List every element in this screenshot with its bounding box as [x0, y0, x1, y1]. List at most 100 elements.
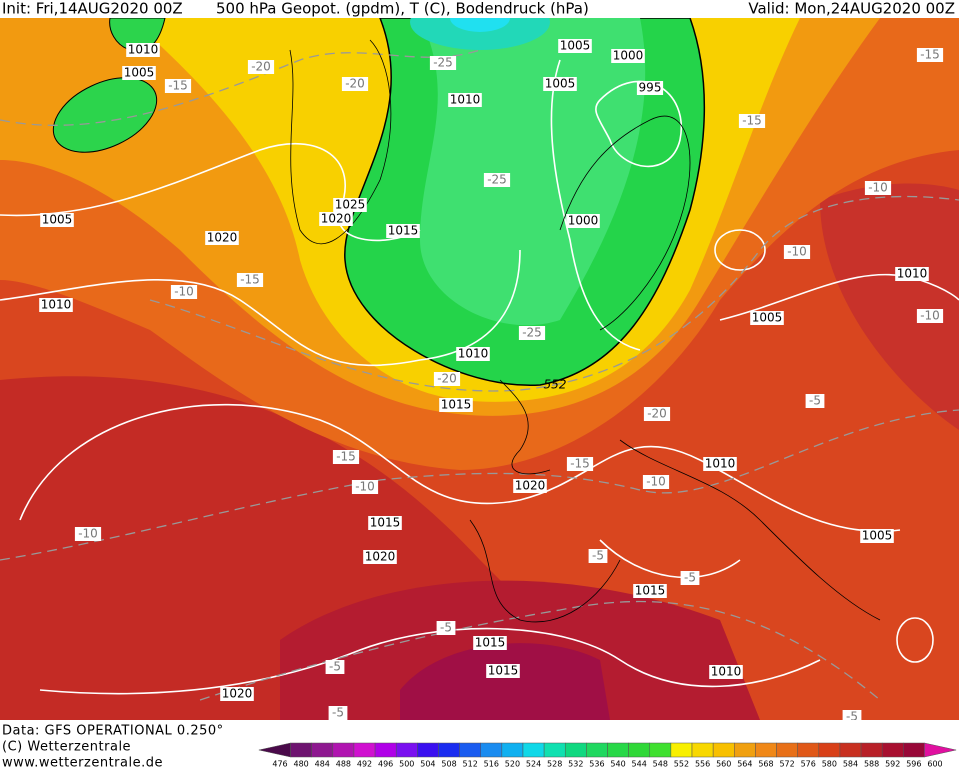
- temperature-label: -25: [433, 56, 453, 70]
- temperature-label: -25: [487, 173, 507, 187]
- pressure-label: 1015: [475, 636, 506, 650]
- temperature-label-box: [783, 245, 811, 259]
- colorbar-label: 588: [864, 760, 879, 769]
- colorbar-label: 524: [526, 760, 541, 769]
- colorbar-swatch: [586, 742, 608, 758]
- colorbar-label: 488: [336, 760, 351, 769]
- colorbar-label: 516: [484, 760, 499, 769]
- temperature-label: -10: [174, 285, 194, 299]
- pressure-label: 1000: [613, 49, 644, 63]
- colorbar-label: 544: [632, 760, 647, 769]
- pressure-label-box: [611, 49, 645, 63]
- coastline: [499, 379, 551, 475]
- shade-green-nw: [52, 77, 158, 153]
- temperature-label-box: [328, 706, 348, 720]
- pressure-label: 1010: [897, 267, 928, 281]
- pressure-label-box: [895, 267, 929, 281]
- pressure-label-box: [386, 224, 420, 238]
- temperature-label: -5: [329, 660, 341, 674]
- temperature-label-box: [518, 326, 546, 340]
- temperature-label: -20: [251, 60, 271, 74]
- pressure-label-box: [40, 213, 74, 227]
- isotherm: [199, 600, 881, 701]
- temperature-label-box: [170, 285, 198, 299]
- temperature-label: -5: [684, 571, 696, 585]
- colorbar-swatch: [649, 742, 672, 758]
- temperature-label-box: [916, 309, 944, 323]
- pressure-label-box: [448, 93, 482, 107]
- isobar: [599, 539, 741, 579]
- temperature-label: -10: [355, 480, 375, 494]
- colorbar-label: 592: [885, 760, 900, 769]
- colorbar: 476 480 484 488 492 496 500 504 508 512 516 520 524 5…: [258, 742, 957, 769]
- shading: [0, 0, 959, 720]
- colorbar-label: 476: [272, 760, 287, 769]
- website: www.wetterzentrale.de: [2, 756, 163, 770]
- pressure-label-box: [126, 43, 160, 57]
- colorbar-label: 556: [695, 760, 710, 769]
- coastline: [289, 39, 392, 245]
- pressure-label-box: [543, 77, 577, 91]
- coastline: [469, 519, 621, 623]
- colorbar-swatch: [395, 742, 418, 758]
- pressure-label: 1020: [365, 550, 396, 564]
- pressure-label: 1015: [635, 584, 666, 598]
- colorbar-swatch: [332, 742, 355, 758]
- temperature-label: -20: [647, 407, 667, 421]
- temperature-label: -15: [920, 48, 940, 62]
- temperature-label: -5: [440, 621, 452, 635]
- colorbar-swatch: [903, 742, 925, 758]
- colorbar-swatch: [755, 742, 777, 758]
- pressure-label-box: [439, 398, 473, 412]
- pressure-label-box: [122, 66, 156, 80]
- temperature-label: -15: [742, 114, 762, 128]
- isobar: [550, 59, 641, 351]
- temperature-label-box: [805, 394, 825, 408]
- isotherm: [0, 49, 481, 126]
- temperature-label-box: [642, 475, 670, 489]
- header-band: [0, 0, 959, 18]
- pressure-label: 1010: [128, 43, 159, 57]
- colorbar-label: 492: [357, 760, 372, 769]
- temperature-label: -10: [868, 181, 888, 195]
- colorbar-label: 560: [716, 760, 731, 769]
- pressure-label-box: [39, 298, 73, 312]
- pressure-label: 1010: [705, 457, 736, 471]
- colorbar-label: 500: [399, 760, 414, 769]
- temperature-label-box: [325, 660, 345, 674]
- pressure-label: 1010: [458, 347, 489, 361]
- colorbar-label: 572: [779, 760, 794, 769]
- colorbar-arrow: [924, 742, 957, 758]
- colorbar-swatch: [438, 742, 460, 758]
- colorbar-swatch: [881, 742, 904, 758]
- colorbar-swatch: [818, 742, 841, 758]
- pressure-label-box: [473, 636, 507, 650]
- pressure-label-box: [319, 212, 353, 226]
- colorbar-swatch: [797, 742, 820, 758]
- pressure-label: 1025: [335, 198, 366, 212]
- pressure-label-box: [703, 457, 737, 471]
- pressure-label: 1000: [568, 214, 599, 228]
- pressure-label: 1015: [488, 664, 519, 678]
- colorbar-label: 548: [653, 760, 668, 769]
- coastline: [559, 115, 691, 331]
- pressure-label-box: [456, 347, 490, 361]
- colorbar-swatch: [501, 742, 524, 758]
- colorbar-swatch: [522, 742, 545, 758]
- colorbar-swatch: [290, 742, 312, 758]
- temperature-label-box: [588, 549, 608, 563]
- temperature-label-box: [332, 450, 360, 464]
- isobar: [896, 617, 934, 663]
- temperature-label: -15: [336, 450, 356, 464]
- init-time: Init: Fri,14AUG2020 00Z: [2, 0, 183, 18]
- temperature-label: -20: [437, 372, 457, 386]
- isobar: [719, 273, 959, 321]
- pressure-label: 1005: [560, 39, 591, 53]
- pressure-label: 995: [639, 81, 662, 95]
- colorbar-label: 540: [610, 760, 625, 769]
- temperature-label: -10: [787, 245, 807, 259]
- temperature-label-box: [864, 181, 892, 195]
- colorbar-swatch: [543, 742, 566, 758]
- isobar: [0, 249, 521, 367]
- pressure-label: 1020: [515, 479, 546, 493]
